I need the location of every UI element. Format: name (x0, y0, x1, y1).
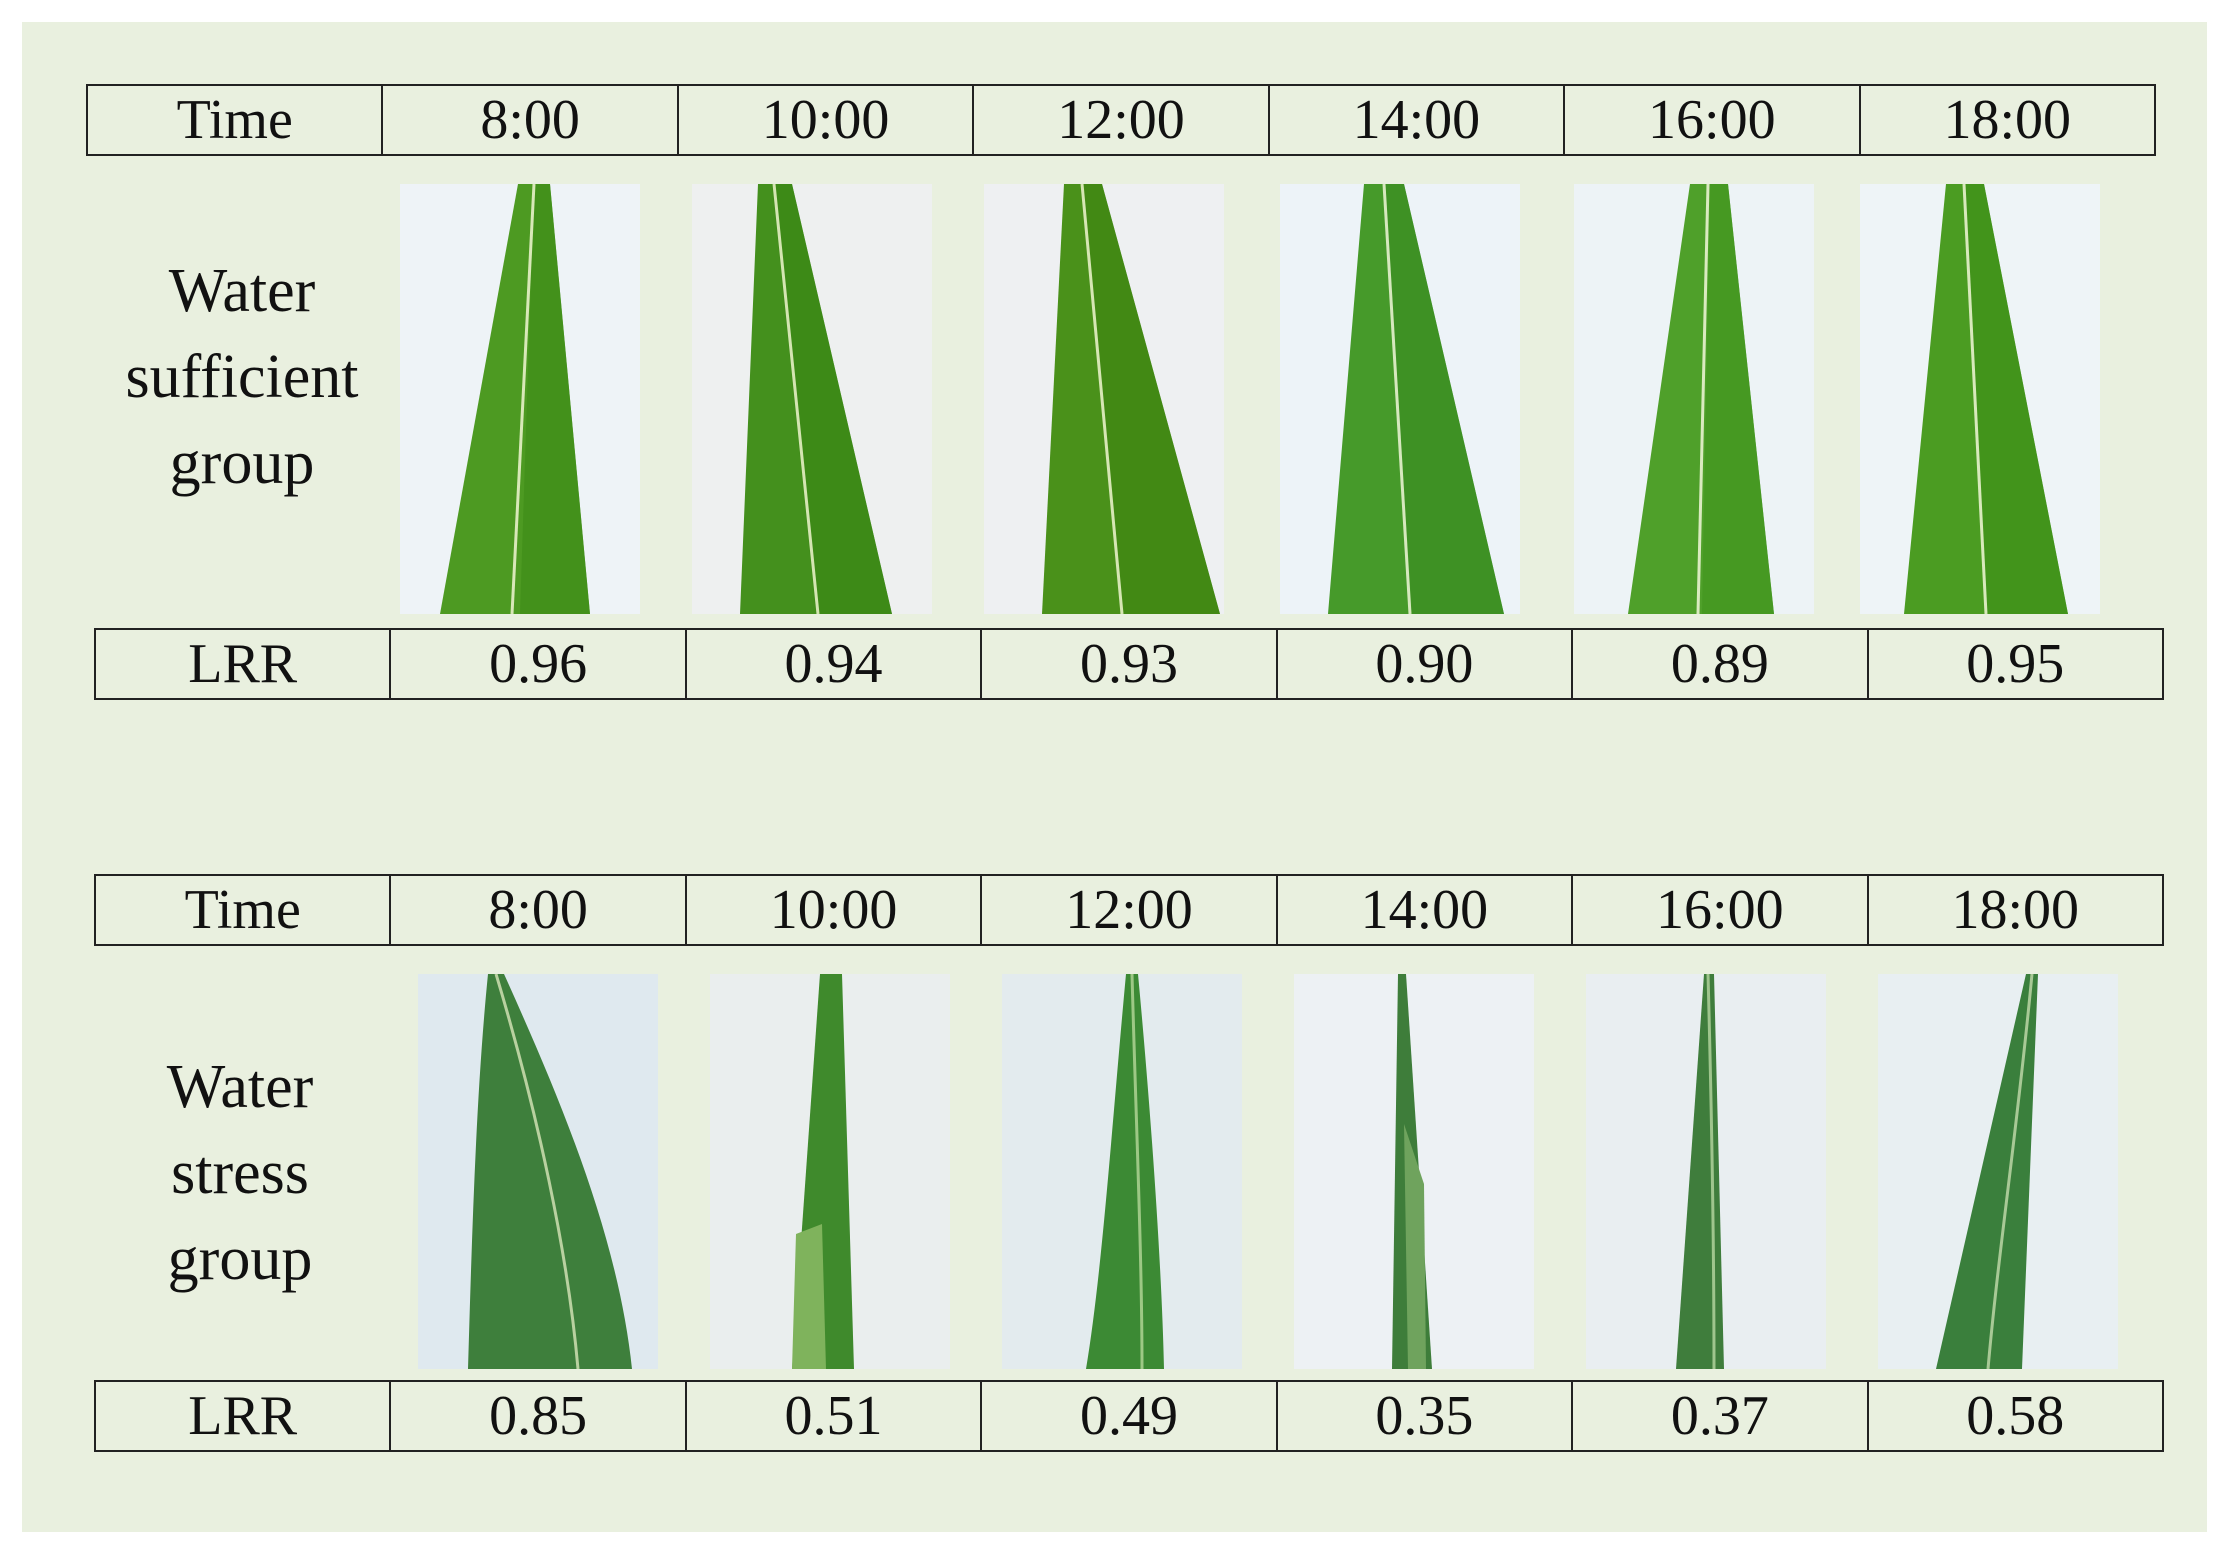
stress-leaf-photo-0800 (418, 974, 658, 1369)
sufficient-leaf-photo-1600 (1574, 184, 1814, 614)
stress-leaf-photo-1200 (1002, 974, 1242, 1369)
sufficient-leaf-photo-1400 (1280, 184, 1520, 614)
stress-time-header-row: Time 8:00 10:00 12:00 14:00 16:00 18:00 (94, 874, 2164, 946)
stress-lrr-0800: 0.85 (389, 1382, 684, 1450)
sufficient-time-1600: 16:00 (1563, 86, 1858, 154)
stress-time-1400: 14:00 (1275, 876, 1571, 944)
sufficient-group-label-line-2: sufficient (125, 343, 359, 411)
stress-time-0800: 8:00 (389, 876, 684, 944)
stress-time-1800: 18:00 (1866, 876, 2162, 944)
sufficient-group-label: Water sufficient group (92, 248, 392, 506)
stress-lrr-1400: 0.35 (1275, 1382, 1571, 1450)
sufficient-time-1400: 14:00 (1267, 86, 1563, 154)
stress-group-label-line-2: stress (171, 1139, 309, 1207)
leaf-photo-icon (400, 184, 640, 614)
stress-lrr-1200: 0.49 (980, 1382, 1275, 1450)
sufficient-time-header-label: Time (176, 89, 293, 151)
stress-group-label-line-1: Water (166, 1053, 314, 1121)
sufficient-leaf-photo-1000 (692, 184, 932, 614)
stress-lrr-1600: 0.37 (1571, 1382, 1866, 1450)
stress-lrr-row: LRR 0.85 0.51 0.49 0.35 0.37 0.58 (94, 1380, 2164, 1452)
sufficient-lrr-1600: 0.89 (1571, 630, 1866, 698)
sufficient-leaf-photo-1200 (984, 184, 1224, 614)
stress-time-1200: 12:00 (980, 876, 1275, 944)
sufficient-lrr-1200: 0.93 (980, 630, 1275, 698)
stress-group-label: Water stress group (90, 1044, 390, 1302)
sufficient-group-label-line-1: Water (168, 257, 316, 325)
figure-panel: Time 8:00 10:00 12:00 14:00 16:00 18:00 … (22, 22, 2207, 1532)
leaf-photo-icon (1860, 184, 2100, 614)
leaf-photo-icon (984, 184, 1224, 614)
rolled-leaf-photo-icon (418, 974, 658, 1369)
rolled-leaf-photo-icon (710, 974, 950, 1369)
rolled-leaf-photo-icon (1586, 974, 1826, 1369)
rolled-leaf-photo-icon (1002, 974, 1242, 1369)
stress-time-1600: 16:00 (1571, 876, 1866, 944)
sufficient-time-0800: 8:00 (381, 86, 676, 154)
stress-leaf-photo-1800 (1878, 974, 2118, 1369)
stress-leaf-photo-1600 (1586, 974, 1826, 1369)
sufficient-time-1000: 10:00 (676, 86, 972, 154)
stress-lrr-1800: 0.58 (1866, 1382, 2162, 1450)
stress-time-header-label: Time (184, 879, 301, 941)
leaf-photo-icon (692, 184, 932, 614)
sufficient-lrr-1000: 0.94 (684, 630, 980, 698)
sufficient-leaf-photo-1800 (1860, 184, 2100, 614)
leaf-photo-icon (1574, 184, 1814, 614)
stress-lrr-label: LRR (188, 1385, 298, 1447)
sufficient-time-1200: 12:00 (972, 86, 1267, 154)
sufficient-lrr-row: LRR 0.96 0.94 0.93 0.90 0.89 0.95 (94, 628, 2164, 700)
stress-leaf-photo-1000 (710, 974, 950, 1369)
stress-group-label-line-3: group (167, 1225, 313, 1293)
rolled-leaf-photo-icon (1294, 974, 1534, 1369)
stress-time-1000: 10:00 (684, 876, 980, 944)
rolled-leaf-photo-icon (1878, 974, 2118, 1369)
sufficient-time-1800: 18:00 (1858, 86, 2154, 154)
sufficient-group-label-line-3: group (169, 429, 315, 497)
sufficient-lrr-label: LRR (188, 633, 298, 695)
sufficient-lrr-1800: 0.95 (1866, 630, 2162, 698)
sufficient-lrr-1400: 0.90 (1275, 630, 1571, 698)
sufficient-leaf-photo-0800 (400, 184, 640, 614)
stress-lrr-1000: 0.51 (684, 1382, 980, 1450)
leaf-photo-icon (1280, 184, 1520, 614)
stress-leaf-photo-1400 (1294, 974, 1534, 1369)
sufficient-lrr-0800: 0.96 (389, 630, 684, 698)
sufficient-time-header-row: Time 8:00 10:00 12:00 14:00 16:00 18:00 (86, 84, 2156, 156)
